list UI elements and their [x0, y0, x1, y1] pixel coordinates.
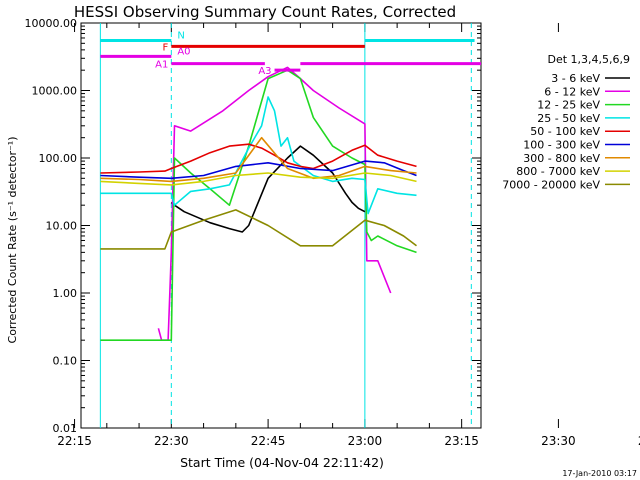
x-tick-label: 23:30: [541, 434, 576, 448]
legend-label: 7000 - 20000 keV: [502, 178, 600, 191]
legend-label: 3 - 6 keV: [551, 72, 600, 85]
plot-frame: [80, 22, 482, 429]
y-tick-label: 100.00: [39, 152, 78, 165]
legend-title: Det 1,3,4,5,6,9: [547, 53, 630, 66]
x-tick-label: 23:45: [638, 434, 640, 448]
series-line: [100, 160, 417, 180]
marker-label: F: [163, 42, 169, 53]
chart-title: HESSI Observing Summary Count Rates, Cor…: [74, 3, 456, 21]
y-tick-label: 0.10: [53, 355, 78, 368]
y-tick-label: 0.01: [53, 422, 78, 435]
y-axis-label: Corrected Count Rate (s⁻¹ detector⁻¹): [6, 137, 19, 344]
series-line: [100, 136, 417, 183]
y-tick-label: 1000.00: [32, 85, 78, 98]
series-line: [100, 96, 417, 215]
legend-label: 300 - 800 keV: [523, 152, 600, 165]
marker-label: A1: [155, 60, 168, 71]
series-line: [100, 172, 417, 186]
legend-label: 800 - 7000 keV: [516, 165, 600, 178]
series-line: [100, 69, 417, 342]
series-line: [100, 143, 417, 174]
marker-label: N: [177, 31, 184, 42]
timestamp: 17-Jan-2010 03:17: [562, 469, 637, 478]
legend-label: 50 - 100 keV: [530, 125, 600, 138]
legend-label: 12 - 25 keV: [537, 99, 600, 112]
legend-label: 6 - 12 keV: [544, 85, 600, 98]
x-tick-label: 22:30: [154, 434, 189, 448]
legend-label: 100 - 300 keV: [523, 139, 600, 152]
y-tick-label: 10000.00: [25, 17, 78, 30]
series-line: [100, 209, 417, 250]
legend-label: 25 - 50 keV: [537, 112, 600, 125]
series-line: [170, 145, 366, 233]
x-tick-label: 23:00: [348, 434, 383, 448]
x-tick-label: 22:15: [57, 434, 92, 448]
marker-label: A0: [177, 46, 190, 57]
y-tick-label: 10.00: [46, 220, 78, 233]
x-tick-label: 23:15: [444, 434, 479, 448]
marker-label: A3: [258, 66, 271, 77]
x-axis-label: Start Time (04-Nov-04 22:11:42): [180, 455, 384, 470]
y-tick-label: 1.00: [53, 287, 78, 300]
x-tick-label: 22:45: [251, 434, 286, 448]
series-line: [157, 66, 392, 342]
